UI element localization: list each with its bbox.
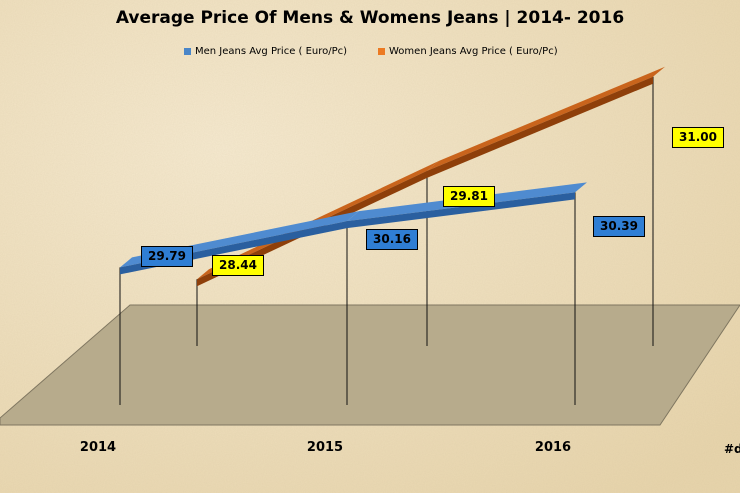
- x-tick-2016: 2016: [534, 440, 572, 455]
- legend-label-men: Men Jeans Avg Price ( Euro/Pc): [195, 46, 348, 57]
- data-label-men-2015: 30.16: [366, 229, 418, 250]
- data-label-men-2016: 30.39: [593, 216, 645, 237]
- legend-item-men: Men Jeans Avg Price ( Euro/Pc): [184, 46, 347, 57]
- series-ribbon-edge-men-seg2: [347, 192, 575, 229]
- x-tick-2015: 2015: [306, 440, 344, 455]
- series-ribbon-women-seg2: [427, 66, 665, 171]
- data-label-women-2014: 28.44: [212, 255, 264, 276]
- legend-swatch-women: [378, 48, 385, 55]
- chart-title: Average Price Of Mens & Womens Jeans | 2…: [115, 8, 625, 28]
- x-tick-2014: 2014: [79, 440, 117, 455]
- legend-item-women: Women Jeans Avg Price ( Euro/Pc): [378, 46, 558, 57]
- legend-label-women: Women Jeans Avg Price ( Euro/Pc): [389, 46, 558, 57]
- data-label-women-2016: 31.00: [672, 127, 724, 148]
- legend-swatch-men: [184, 48, 191, 55]
- data-label-women-2015: 29.81: [443, 186, 495, 207]
- series-ribbon-edge-women-seg2: [427, 76, 653, 178]
- floor-plane: [0, 304, 740, 426]
- legend: Men Jeans Avg Price ( Euro/Pc) Women Jea…: [0, 46, 740, 62]
- corner-text: #d: [724, 442, 740, 456]
- data-label-men-2014: 29.79: [141, 246, 193, 267]
